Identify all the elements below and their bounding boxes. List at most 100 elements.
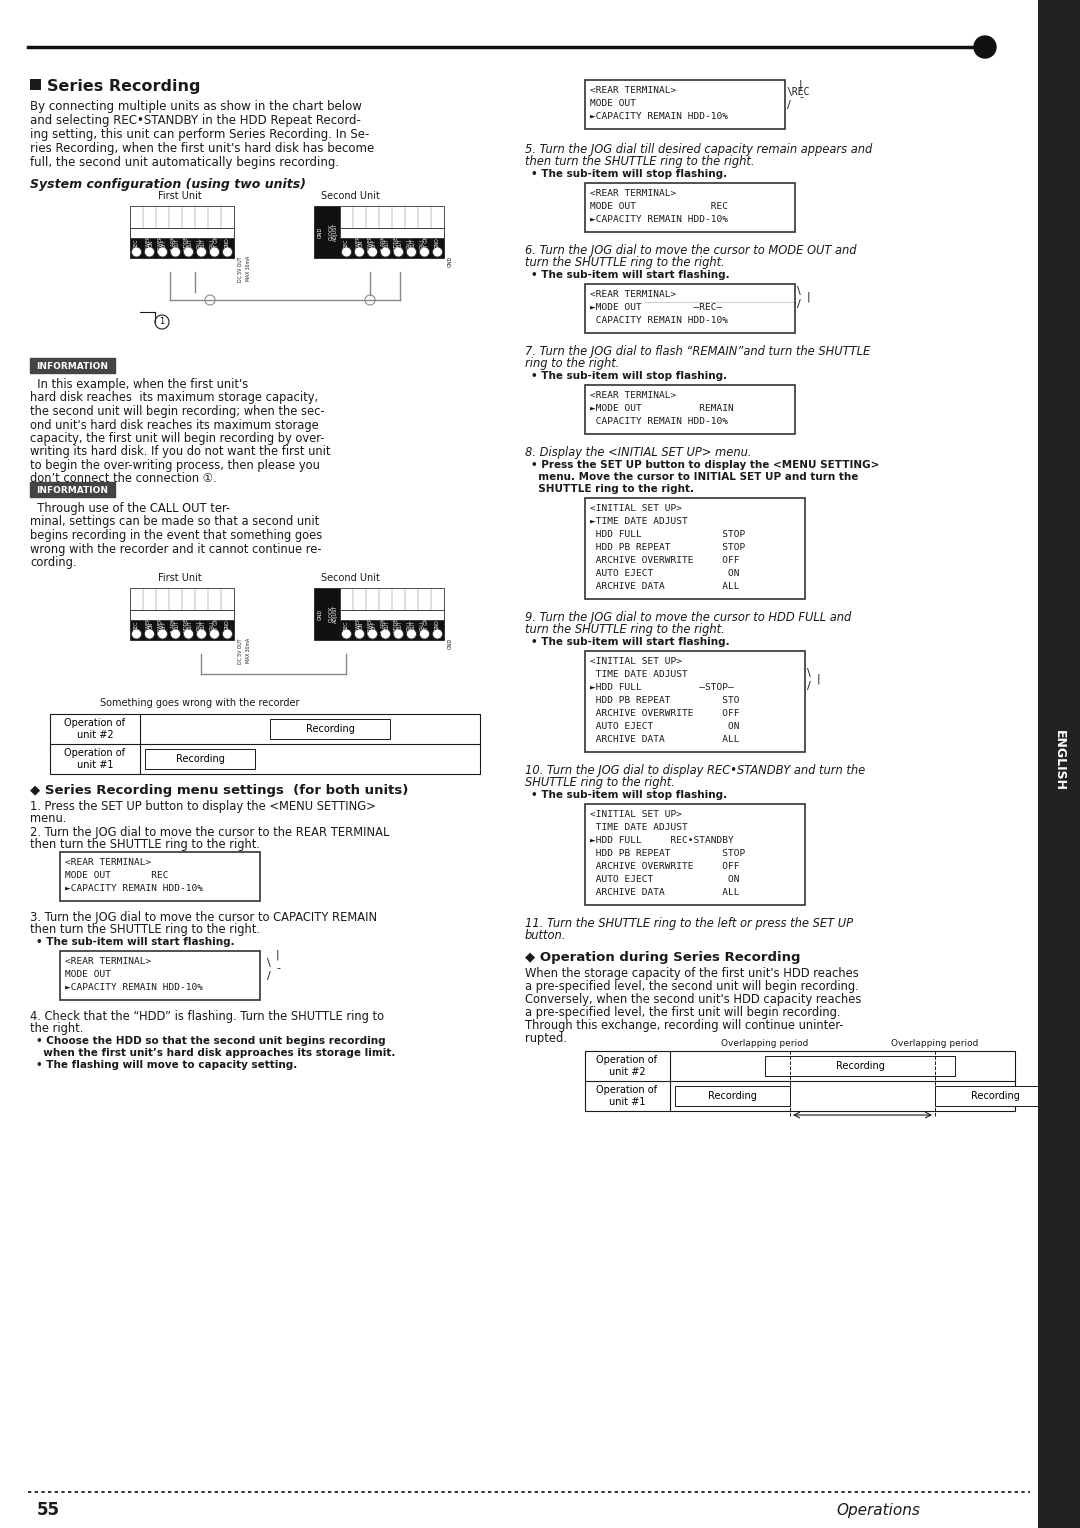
Text: HDD PB REPEAT         STOP: HDD PB REPEAT STOP — [590, 850, 745, 859]
Text: ond unit's hard disk reaches its maximum storage: ond unit's hard disk reaches its maximum… — [30, 419, 319, 431]
Text: don’t connect the connection ①.: don’t connect the connection ①. — [30, 472, 217, 486]
Text: MODE
OUT: MODE OUT — [394, 617, 403, 633]
Circle shape — [132, 248, 141, 257]
Text: Series Recording: Series Recording — [48, 79, 201, 95]
Text: 10. Turn the JOG dial to display REC•STANDBY and turn the: 10. Turn the JOG dial to display REC•STA… — [525, 764, 865, 778]
Bar — [60, 853, 260, 902]
Circle shape — [354, 248, 365, 257]
Bar — [340, 206, 444, 228]
Text: AUTO EJECT             ON: AUTO EJECT ON — [590, 876, 740, 885]
Bar — [50, 714, 480, 775]
Text: ►CAPACITY REMAIN HDD-10%: ►CAPACITY REMAIN HDD-10% — [590, 112, 728, 121]
Text: ►MODE OUT         —REC—: ►MODE OUT —REC— — [590, 303, 723, 312]
Circle shape — [210, 630, 219, 639]
Text: ALARM
OUT: ALARM OUT — [381, 617, 390, 633]
Text: POWER
ON: POWER ON — [145, 234, 154, 252]
Bar — [585, 1051, 1015, 1111]
Text: REC: REC — [345, 238, 349, 248]
Text: <REAR TERMINAL>: <REAR TERMINAL> — [590, 189, 676, 199]
Text: Conversely, when the second unit's HDD capacity reaches: Conversely, when the second unit's HDD c… — [525, 993, 862, 1005]
Bar — [270, 720, 390, 740]
Circle shape — [974, 37, 996, 58]
Text: |: | — [816, 674, 821, 685]
Text: -: - — [799, 92, 804, 102]
Text: • The flashing will move to capacity setting.: • The flashing will move to capacity set… — [36, 1060, 297, 1070]
Bar — [935, 1086, 1055, 1106]
Text: capacity, the first unit will begin recording by over-: capacity, the first unit will begin reco… — [30, 432, 324, 445]
Text: Operation of
unit #1: Operation of unit #1 — [596, 1085, 658, 1106]
Text: <INITIAL SET UP>: <INITIAL SET UP> — [590, 504, 681, 513]
Text: Something goes wrong with the recorder: Something goes wrong with the recorder — [100, 698, 300, 707]
Circle shape — [354, 630, 365, 639]
Text: CALL
OUT GND: CALL OUT GND — [420, 614, 429, 636]
Text: <INITIAL SET UP>: <INITIAL SET UP> — [590, 810, 681, 819]
Text: <REAR TERMINAL>: <REAR TERMINAL> — [590, 290, 676, 299]
Text: GND: GND — [448, 639, 453, 649]
Text: \: \ — [797, 286, 800, 296]
Bar — [30, 481, 114, 497]
Text: SHUTTLE ring to the right.: SHUTTLE ring to the right. — [525, 776, 675, 788]
Text: then turn the SHUTTLE ring to the right.: then turn the SHUTTLE ring to the right. — [525, 154, 755, 168]
Text: begins recording in the event that something goes: begins recording in the event that somet… — [30, 529, 322, 542]
Text: when the first unit’s hard disk approaches its storage limit.: when the first unit’s hard disk approach… — [36, 1048, 395, 1057]
Text: MODE OUT             REC: MODE OUT REC — [590, 202, 728, 211]
Text: • The sub-item will start flashing.: • The sub-item will start flashing. — [36, 937, 234, 947]
Circle shape — [205, 295, 215, 306]
Bar — [130, 610, 234, 640]
Bar — [675, 1086, 789, 1106]
Text: Through this exchange, recording will continue uninter-: Through this exchange, recording will co… — [525, 1019, 843, 1031]
Text: turn the SHUTTLE ring to the right.: turn the SHUTTLE ring to the right. — [525, 257, 725, 269]
Circle shape — [419, 630, 430, 639]
Bar — [30, 358, 114, 373]
Circle shape — [158, 248, 167, 257]
Text: MODE OUT       REC: MODE OUT REC — [65, 871, 168, 880]
Circle shape — [184, 630, 193, 639]
Text: MODE OUT: MODE OUT — [590, 99, 636, 108]
Text: POWER
ON: POWER ON — [355, 616, 364, 634]
Text: 55: 55 — [37, 1500, 59, 1519]
Bar — [340, 610, 444, 640]
Text: 1: 1 — [160, 318, 164, 327]
Text: Operations: Operations — [836, 1502, 920, 1517]
Text: ►TIME DATE ADJUST: ►TIME DATE ADJUST — [590, 516, 688, 526]
Text: SHUTTLE ring to the right.: SHUTTLE ring to the right. — [531, 484, 694, 494]
Circle shape — [393, 248, 404, 257]
Text: |: | — [807, 292, 811, 303]
Text: menu.: menu. — [30, 811, 66, 825]
Text: Second Unit: Second Unit — [321, 573, 379, 584]
Text: HDD PB REPEAT         STO: HDD PB REPEAT STO — [590, 695, 740, 704]
Bar — [585, 183, 795, 232]
Text: CALL
OUT GND: CALL OUT GND — [420, 232, 429, 254]
Text: 8. Display the <INITIAL SET UP> menu.: 8. Display the <INITIAL SET UP> menu. — [525, 446, 752, 458]
Text: • The sub-item will stop flashing.: • The sub-item will stop flashing. — [531, 790, 727, 801]
Text: Operation of
unit #2: Operation of unit #2 — [65, 718, 125, 740]
Circle shape — [171, 248, 180, 257]
Text: <INITIAL SET UP>: <INITIAL SET UP> — [590, 657, 681, 666]
Text: cording.: cording. — [30, 556, 77, 568]
Bar — [130, 206, 234, 228]
Text: CALL
OUT: CALL OUT — [407, 619, 416, 631]
Text: REC: REC — [134, 620, 139, 630]
Text: • The sub-item will start flashing.: • The sub-item will start flashing. — [531, 270, 730, 280]
Text: Recording: Recording — [836, 1060, 885, 1071]
Text: menu. Move the cursor to INITIAL SET UP and turn the: menu. Move the cursor to INITIAL SET UP … — [531, 472, 859, 481]
Text: a pre-specified level, the second unit will begin recording.: a pre-specified level, the second unit w… — [525, 979, 859, 993]
Circle shape — [145, 248, 154, 257]
Circle shape — [380, 248, 391, 257]
Text: GND: GND — [318, 226, 323, 238]
Text: ENGLISH: ENGLISH — [1053, 729, 1066, 790]
Text: REC: REC — [134, 238, 139, 248]
Text: Overlapping period: Overlapping period — [891, 1039, 978, 1048]
Text: GND: GND — [318, 608, 323, 620]
Text: /: / — [787, 99, 791, 110]
Bar — [585, 498, 805, 599]
Bar — [765, 1056, 955, 1076]
Circle shape — [341, 248, 351, 257]
Text: By connecting multiple units as show in the chart below: By connecting multiple units as show in … — [30, 99, 362, 113]
Circle shape — [145, 630, 154, 639]
Text: the right.: the right. — [30, 1022, 83, 1034]
Text: ring to the right.: ring to the right. — [525, 358, 619, 370]
Text: ►CAPACITY REMAIN HDD-10%: ►CAPACITY REMAIN HDD-10% — [590, 215, 728, 225]
Text: CAPACITY REMAIN HDD-10%: CAPACITY REMAIN HDD-10% — [590, 417, 728, 426]
Text: CALL
OUT: CALL OUT — [197, 237, 206, 249]
